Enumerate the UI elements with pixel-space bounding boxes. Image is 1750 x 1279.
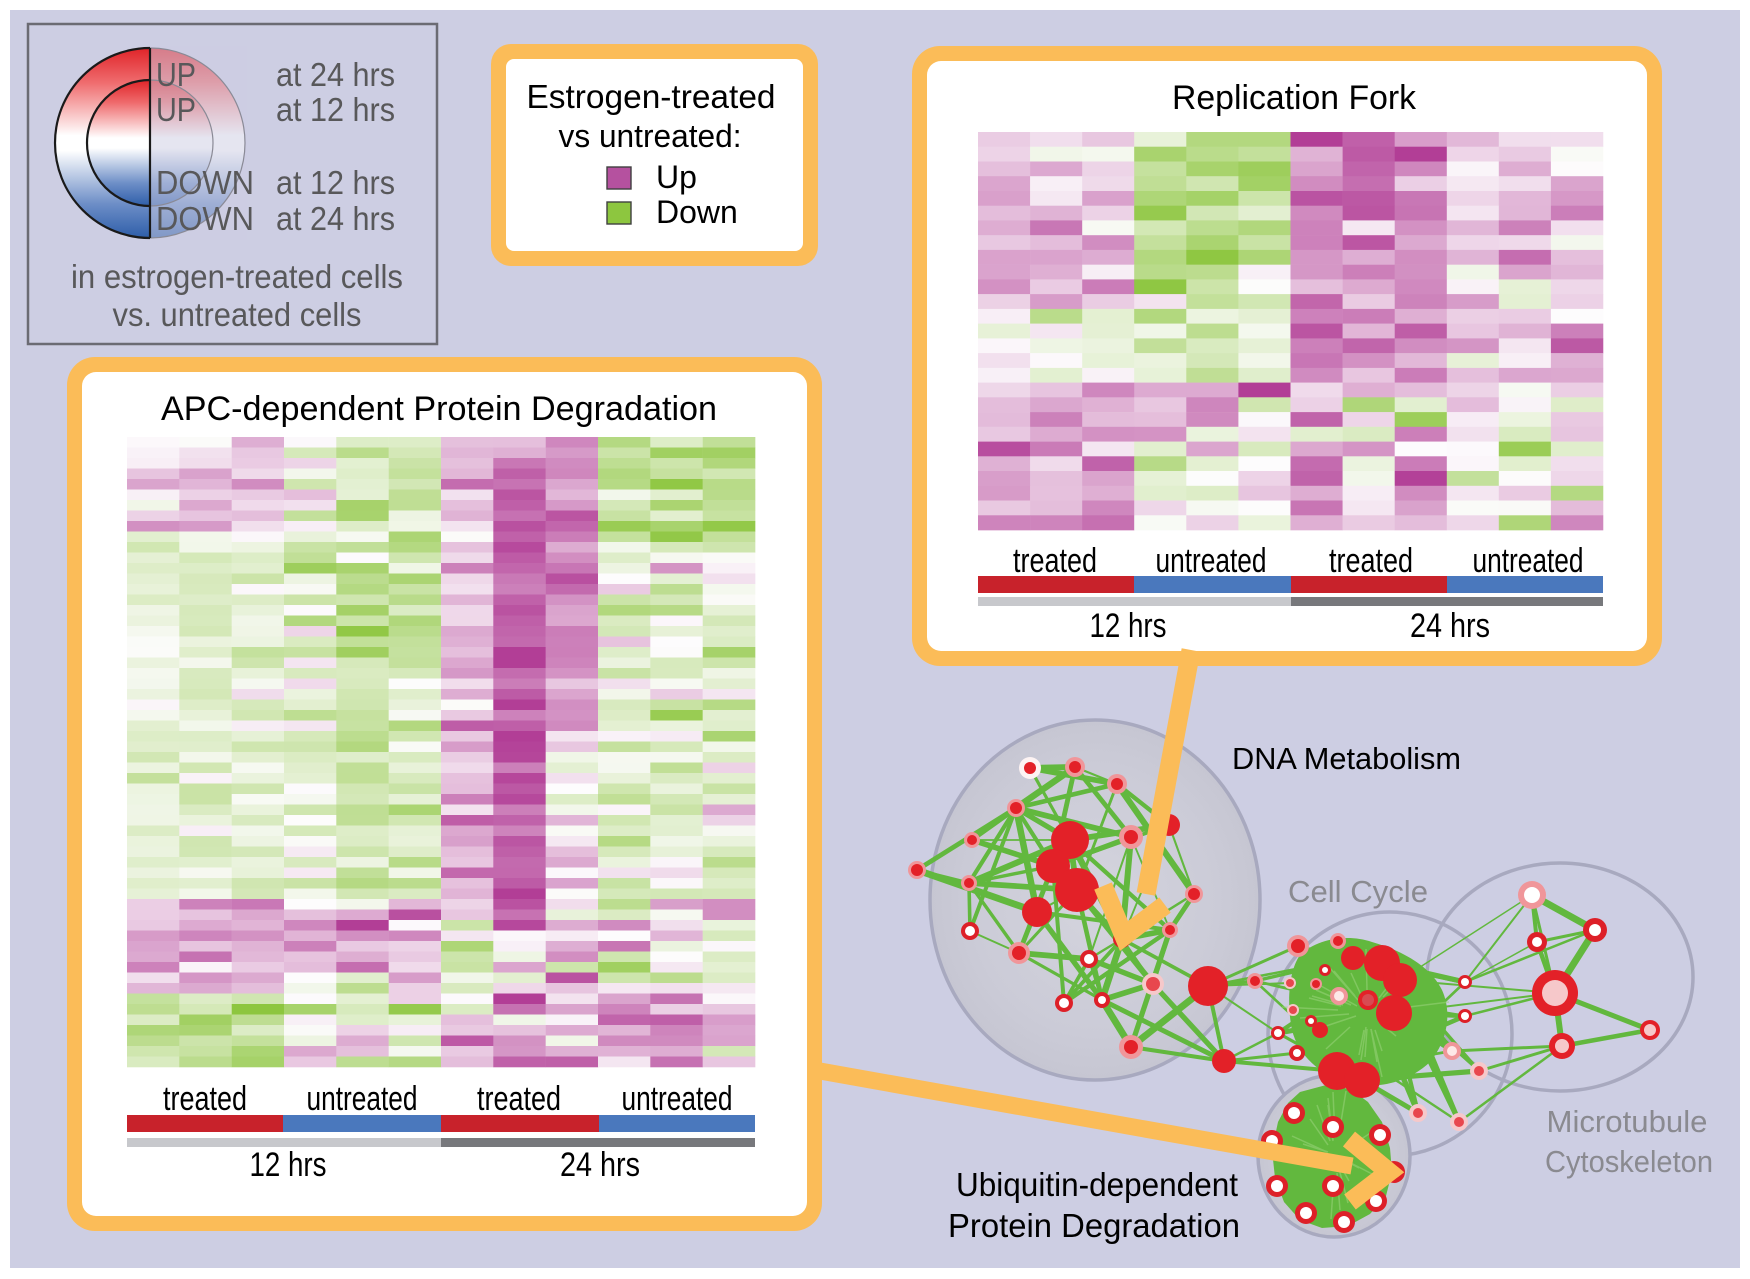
svg-text:treated: treated bbox=[477, 1080, 561, 1118]
svg-text:vs. untreated cells: vs. untreated cells bbox=[113, 296, 362, 333]
svg-text:APC-dependent Protein Degradat: APC-dependent Protein Degradation bbox=[161, 390, 717, 428]
svg-text:untreated: untreated bbox=[622, 1080, 733, 1118]
svg-text:24 hrs: 24 hrs bbox=[1410, 607, 1490, 645]
svg-text:Ubiquitin-dependent: Ubiquitin-dependent bbox=[956, 1166, 1238, 1203]
svg-text:at 12 hrs: at 12 hrs bbox=[276, 91, 395, 128]
svg-text:UP: UP bbox=[156, 56, 196, 93]
svg-text:treated: treated bbox=[1329, 542, 1413, 580]
svg-text:untreated: untreated bbox=[1156, 542, 1267, 580]
svg-text:Protein Degradation: Protein Degradation bbox=[948, 1207, 1240, 1244]
svg-text:Microtubule: Microtubule bbox=[1547, 1104, 1708, 1139]
svg-text:DOWN: DOWN bbox=[156, 164, 254, 201]
svg-text:treated: treated bbox=[163, 1080, 247, 1118]
svg-text:at 12 hrs: at 12 hrs bbox=[276, 164, 395, 201]
svg-text:Replication Fork: Replication Fork bbox=[1172, 79, 1417, 117]
svg-text:untreated: untreated bbox=[1473, 542, 1584, 580]
svg-text:vs untreated:: vs untreated: bbox=[559, 118, 742, 154]
svg-text:DNA Metabolism: DNA Metabolism bbox=[1232, 741, 1461, 776]
svg-text:at 24 hrs: at 24 hrs bbox=[276, 200, 395, 237]
svg-text:12 hrs: 12 hrs bbox=[250, 1146, 327, 1184]
svg-text:UP: UP bbox=[156, 91, 196, 128]
svg-text:12 hrs: 12 hrs bbox=[1090, 607, 1167, 645]
svg-text:24 hrs: 24 hrs bbox=[560, 1146, 640, 1184]
svg-text:at 24 hrs: at 24 hrs bbox=[276, 56, 395, 93]
svg-text:Estrogen-treated: Estrogen-treated bbox=[527, 78, 776, 115]
svg-text:Cell Cycle: Cell Cycle bbox=[1288, 874, 1428, 909]
svg-text:Up: Up bbox=[656, 159, 697, 195]
svg-text:treated: treated bbox=[1013, 542, 1097, 580]
svg-text:Cytoskeleton: Cytoskeleton bbox=[1545, 1144, 1713, 1179]
svg-text:DOWN: DOWN bbox=[156, 200, 254, 237]
svg-text:Down: Down bbox=[656, 194, 738, 230]
svg-text:untreated: untreated bbox=[307, 1080, 418, 1118]
svg-text:in estrogen-treated cells: in estrogen-treated cells bbox=[71, 258, 403, 295]
